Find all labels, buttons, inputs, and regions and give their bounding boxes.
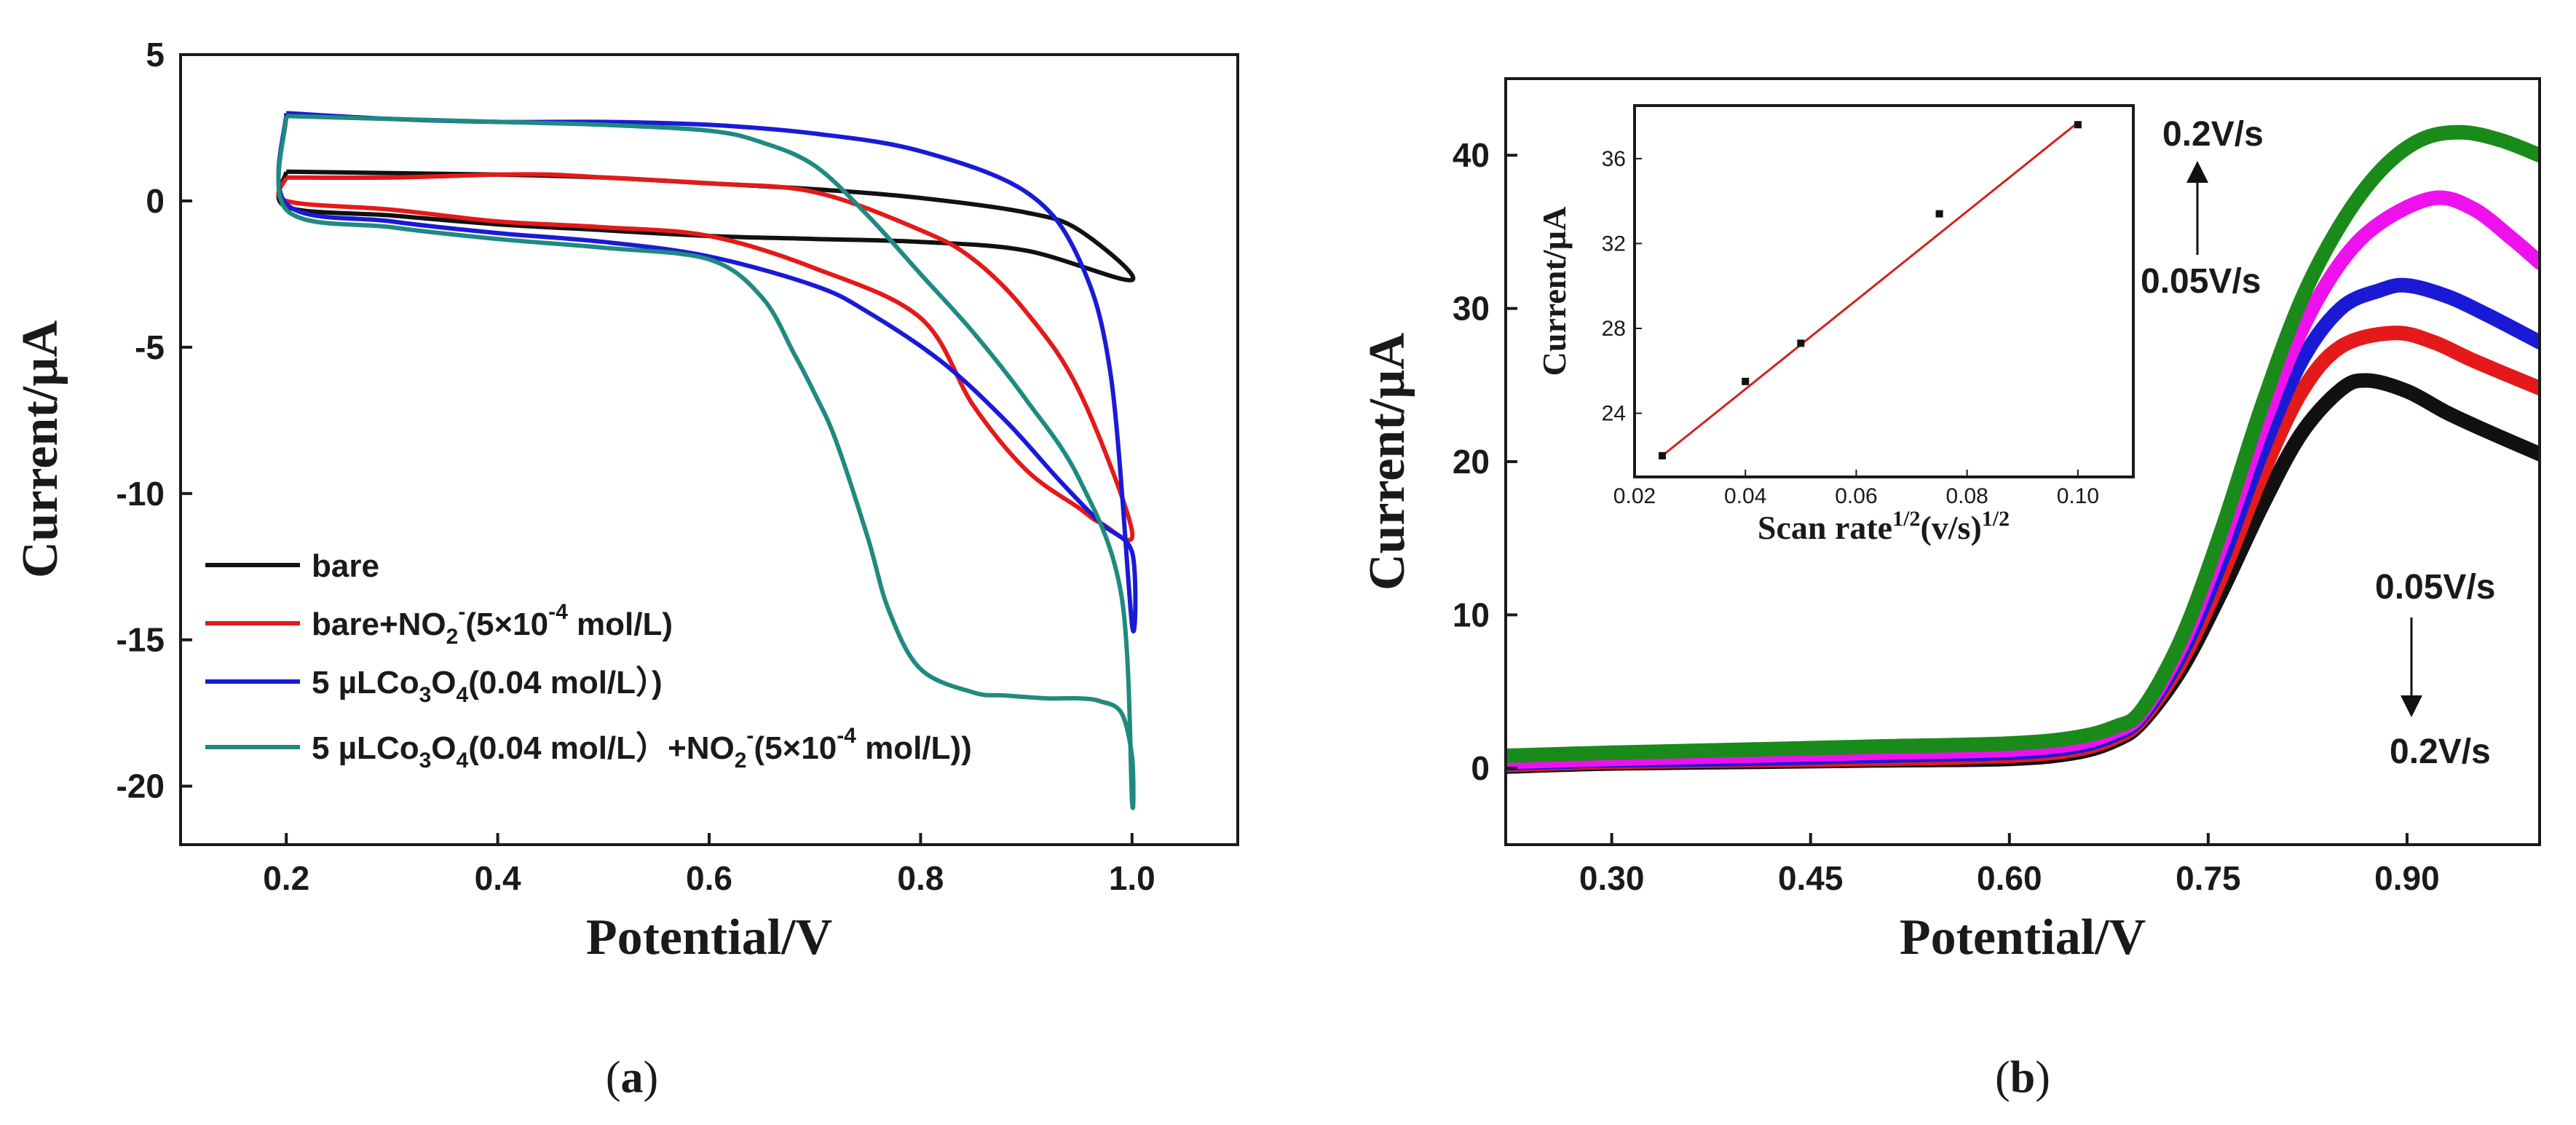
a-ytick-label: -5 [135, 328, 165, 366]
b-xtick-label: 0.90 [2374, 859, 2440, 897]
a-xtick-label: 0.2 [263, 859, 309, 897]
b-lines [1506, 125, 2540, 774]
b-series-line-4 [1506, 125, 2540, 763]
b-ticks: 0.30 0.45 0.60 0.75 0.90 0 10 20 30 40 [1453, 136, 2440, 897]
b-ylabel: Current/µA [1359, 333, 1415, 591]
b-ytick-label: 30 [1453, 290, 1490, 328]
a-ticks: 0.2 0.4 0.6 0.8 1.0 5 0 -5 -10 -15 -20 [116, 36, 1155, 897]
a-ylabel: Current/µA [12, 320, 68, 578]
inset-ylabel: Current/µA [1536, 207, 1573, 376]
a-series-line-0 [276, 169, 1136, 283]
b-xtick-label: 0.45 [1778, 859, 1844, 897]
inset-point [1742, 377, 1750, 385]
inset-ytick-label: 28 [1602, 317, 1626, 341]
a-series-line-2 [276, 111, 1138, 633]
inset-ticks: 0.02 0.04 0.06 0.08 0.10 24 28 32 36 [1602, 147, 2099, 508]
panel-a: 0.2 0.4 0.6 0.8 1.0 5 0 -5 -10 -15 -20 Potential/V… [12, 36, 1239, 1102]
b-ytick-label: 20 [1453, 443, 1490, 481]
annot-top-0.2: 0.2V/s [2162, 115, 2264, 154]
inset-xtick-label: 0.04 [1724, 484, 1766, 508]
inset-background [1635, 106, 2133, 477]
inset-xlabel: Scan rate1/2(v/s)1/2 [1758, 507, 2010, 546]
a-lines [276, 111, 1138, 810]
b-xtick-label: 0.30 [1579, 859, 1645, 897]
inset-ytick-label: 36 [1602, 147, 1626, 171]
a-ytick-label: 0 [146, 182, 165, 220]
a-series-line-3 [276, 114, 1136, 810]
b-ytick-label: 10 [1453, 596, 1490, 633]
inset-xtick-label: 0.02 [1613, 484, 1656, 508]
legend-label-co3o4-no2: 5 µLCo3O4(0.04 mol/L）+NO2-(5×10-4 mol/L)… [312, 724, 972, 773]
a-ytick-label: -15 [116, 621, 165, 659]
a-xtick-label: 0.8 [897, 859, 944, 897]
a-legend: bare bare+NO2-(5×10-4 mol/L) 5 µLCo3O4(0… [205, 548, 972, 773]
inset-point [1797, 339, 1805, 347]
caption-b: (b) [1995, 1053, 2050, 1102]
a-xtick-label: 0.6 [686, 859, 732, 897]
a-ytick-label: 5 [146, 36, 165, 74]
inset-point [2074, 121, 2082, 129]
b-ytick-label: 40 [1453, 136, 1490, 174]
inset-chart: 0.02 0.04 0.06 0.08 0.10 24 28 32 36 Scan rate1/… [1536, 104, 2135, 546]
inset-point [1935, 210, 1943, 218]
a-xlabel: Potential/V [586, 909, 832, 966]
legend-label-bare: bare [312, 548, 379, 584]
panel-b: 0.30 0.45 0.60 0.75 0.90 0 10 20 30 40 Potential/… [1359, 77, 2541, 1102]
b-ytick-label: 0 [1471, 749, 1490, 787]
caption-a: (a) [606, 1053, 658, 1102]
b-xlabel: Potential/V [1900, 909, 2146, 966]
inset-frame [1633, 104, 2135, 478]
a-xtick-label: 1.0 [1109, 859, 1155, 897]
annot-upper-0.05: 0.05V/s [2141, 262, 2261, 301]
inset-point [1659, 451, 1667, 459]
b-xtick-label: 0.75 [2176, 859, 2241, 897]
inset-xtick-label: 0.10 [2057, 484, 2099, 508]
inset-content [1659, 121, 2082, 459]
legend-label-co3o4: 5 µLCo3O4(0.04 mol/L）) [312, 665, 663, 707]
annot-lower-0.2: 0.2V/s [2390, 733, 2491, 771]
legend-label-bare-no2: bare+NO2-(5×10-4 mol/L) [312, 600, 673, 649]
b-xtick-label: 0.60 [1977, 859, 2042, 897]
inset-xtick-label: 0.08 [1945, 484, 1988, 508]
inset-fit-line [1662, 122, 2079, 457]
inset-ytick-label: 24 [1602, 402, 1626, 426]
a-ytick-label: -20 [116, 767, 165, 805]
a-ytick-label: -10 [116, 475, 165, 513]
annot-lower-0.05: 0.05V/s [2375, 568, 2495, 607]
a-xtick-label: 0.4 [475, 859, 521, 897]
inset-ytick-label: 32 [1602, 232, 1626, 256]
inset-xtick-label: 0.06 [1835, 484, 1877, 508]
